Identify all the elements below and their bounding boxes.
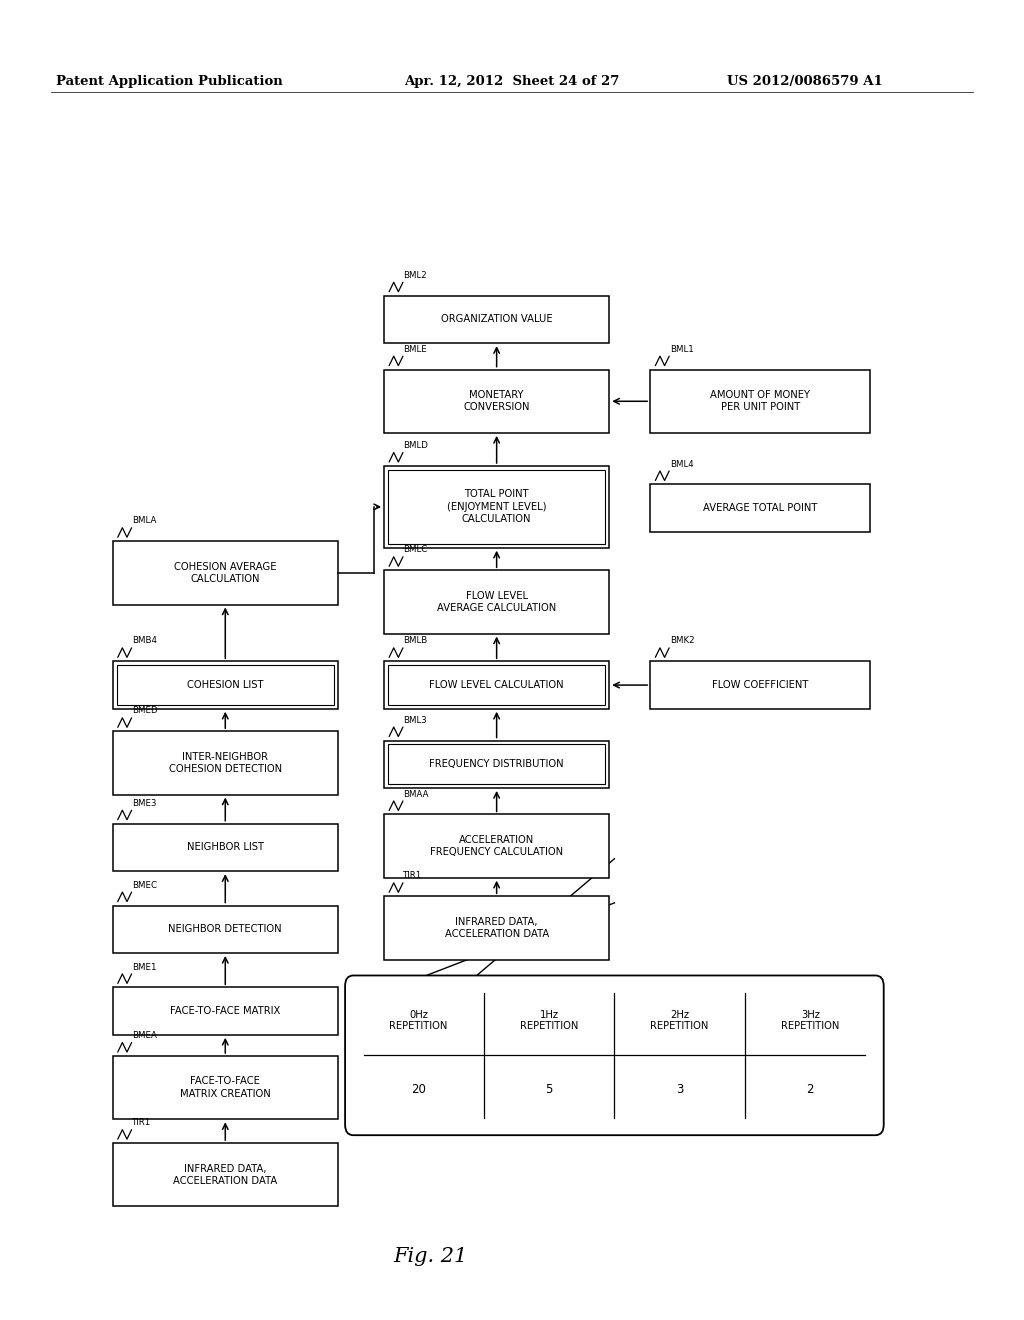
Text: BMED: BMED xyxy=(132,706,158,715)
Bar xyxy=(113,987,338,1035)
Text: NEIGHBOR LIST: NEIGHBOR LIST xyxy=(186,842,264,853)
Bar xyxy=(113,906,338,953)
Text: Patent Application Publication: Patent Application Publication xyxy=(56,75,283,88)
Bar xyxy=(384,370,609,433)
Bar xyxy=(113,731,338,795)
Text: FLOW COEFFICIENT: FLOW COEFFICIENT xyxy=(712,680,809,690)
Text: 5: 5 xyxy=(546,1084,553,1097)
Text: 3Hz
REPETITION: 3Hz REPETITION xyxy=(781,1010,840,1031)
Bar xyxy=(113,661,338,709)
Text: BMAA: BMAA xyxy=(403,789,429,799)
Bar xyxy=(384,661,609,709)
Text: BMEC: BMEC xyxy=(132,880,157,890)
Text: INTER-NEIGHBOR
COHESION DETECTION: INTER-NEIGHBOR COHESION DETECTION xyxy=(169,752,282,774)
Text: COHESION LIST: COHESION LIST xyxy=(187,680,263,690)
Text: FLOW LEVEL CALCULATION: FLOW LEVEL CALCULATION xyxy=(429,680,564,690)
Text: 2: 2 xyxy=(807,1084,814,1097)
Text: 2Hz
REPETITION: 2Hz REPETITION xyxy=(650,1010,709,1031)
Text: COHESION AVERAGE
CALCULATION: COHESION AVERAGE CALCULATION xyxy=(174,562,276,583)
Text: TIR1: TIR1 xyxy=(403,871,423,880)
FancyBboxPatch shape xyxy=(345,975,884,1135)
Bar xyxy=(388,665,605,705)
Bar xyxy=(384,466,609,548)
Text: BME3: BME3 xyxy=(132,799,157,808)
Text: BMB4: BMB4 xyxy=(132,636,157,645)
Text: BML3: BML3 xyxy=(403,715,427,725)
Text: BME1: BME1 xyxy=(132,962,157,972)
Bar xyxy=(117,665,334,705)
Text: BMEA: BMEA xyxy=(132,1031,157,1040)
Text: BMLD: BMLD xyxy=(403,441,428,450)
Bar xyxy=(650,370,870,433)
Text: MONETARY
CONVERSION: MONETARY CONVERSION xyxy=(464,391,529,412)
Text: 0Hz
REPETITION: 0Hz REPETITION xyxy=(389,1010,447,1031)
Bar xyxy=(384,296,609,343)
Text: ACCELERATION
FREQUENCY CALCULATION: ACCELERATION FREQUENCY CALCULATION xyxy=(430,836,563,857)
Text: BML2: BML2 xyxy=(403,271,427,280)
Bar xyxy=(384,570,609,634)
Text: TOTAL POINT
(ENJOYMENT LEVEL)
CALCULATION: TOTAL POINT (ENJOYMENT LEVEL) CALCULATIO… xyxy=(446,490,547,524)
Bar xyxy=(650,661,870,709)
Text: AVERAGE TOTAL POINT: AVERAGE TOTAL POINT xyxy=(703,503,817,513)
Bar xyxy=(388,470,605,544)
Text: FACE-TO-FACE MATRIX: FACE-TO-FACE MATRIX xyxy=(170,1006,281,1016)
Bar xyxy=(384,896,609,960)
Bar xyxy=(384,741,609,788)
Text: US 2012/0086579 A1: US 2012/0086579 A1 xyxy=(727,75,883,88)
Text: BMLE: BMLE xyxy=(403,345,427,354)
Text: INFRARED DATA,
ACCELERATION DATA: INFRARED DATA, ACCELERATION DATA xyxy=(173,1164,278,1185)
Text: 3: 3 xyxy=(676,1084,683,1097)
Bar xyxy=(113,824,338,871)
Text: BMK2: BMK2 xyxy=(670,636,694,645)
Text: AMOUNT OF MONEY
PER UNIT POINT: AMOUNT OF MONEY PER UNIT POINT xyxy=(711,391,810,412)
Text: Fig. 21: Fig. 21 xyxy=(393,1247,467,1266)
Bar xyxy=(113,1056,338,1119)
Text: 1Hz
REPETITION: 1Hz REPETITION xyxy=(520,1010,579,1031)
Bar xyxy=(388,744,605,784)
Bar xyxy=(113,541,338,605)
Text: BML4: BML4 xyxy=(670,459,693,469)
Text: 20: 20 xyxy=(411,1084,426,1097)
Text: INFRARED DATA,
ACCELERATION DATA: INFRARED DATA, ACCELERATION DATA xyxy=(444,917,549,939)
Text: BML1: BML1 xyxy=(670,345,693,354)
Text: ORGANIZATION VALUE: ORGANIZATION VALUE xyxy=(440,314,553,325)
Text: TIR1: TIR1 xyxy=(132,1118,152,1127)
Bar xyxy=(113,1143,338,1206)
Text: BMLA: BMLA xyxy=(132,516,157,525)
Text: FLOW LEVEL
AVERAGE CALCULATION: FLOW LEVEL AVERAGE CALCULATION xyxy=(437,591,556,612)
Bar xyxy=(384,814,609,878)
Text: NEIGHBOR DETECTION: NEIGHBOR DETECTION xyxy=(169,924,282,935)
Text: FACE-TO-FACE
MATRIX CREATION: FACE-TO-FACE MATRIX CREATION xyxy=(180,1077,270,1098)
Text: FREQUENCY DISTRIBUTION: FREQUENCY DISTRIBUTION xyxy=(429,759,564,770)
Text: BMLC: BMLC xyxy=(403,545,428,554)
Text: BMLB: BMLB xyxy=(403,636,428,645)
Bar xyxy=(650,484,870,532)
Text: Apr. 12, 2012  Sheet 24 of 27: Apr. 12, 2012 Sheet 24 of 27 xyxy=(404,75,620,88)
